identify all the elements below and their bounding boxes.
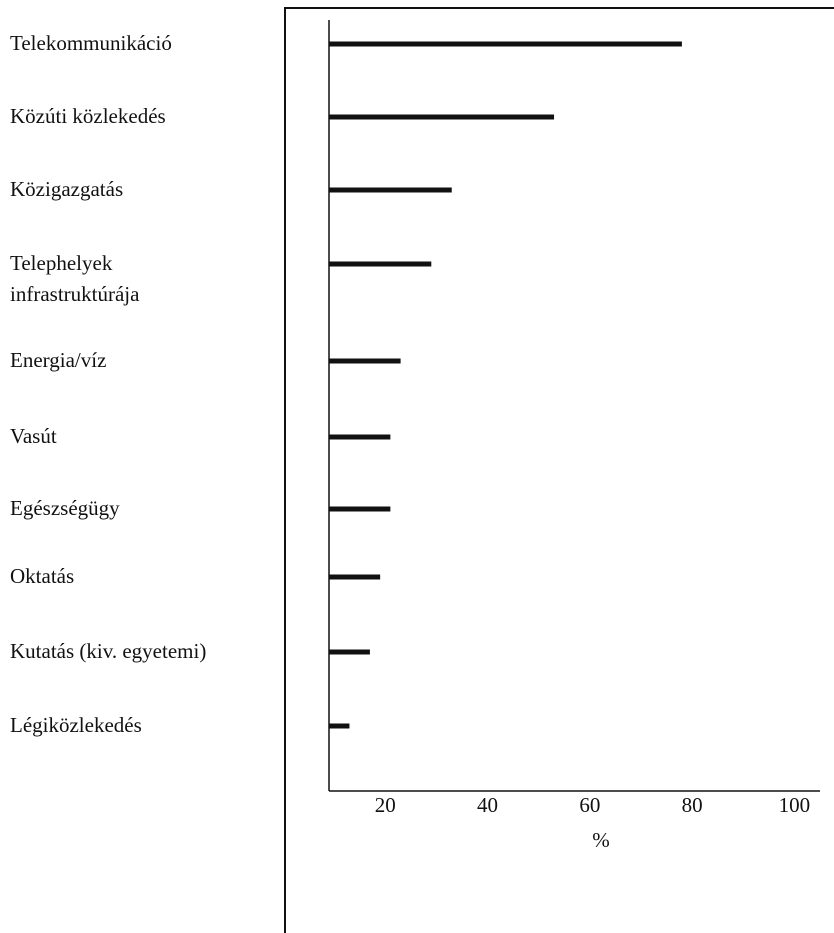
category-label: Kutatás (kiv. egyetemi) xyxy=(10,639,207,663)
bar xyxy=(329,434,391,440)
category-label: Vasút xyxy=(10,424,57,448)
bar xyxy=(329,41,682,47)
category-label: Légiközlekedés xyxy=(10,713,142,737)
bar xyxy=(329,114,555,120)
bar xyxy=(329,261,432,267)
frame xyxy=(284,7,834,933)
bar xyxy=(329,574,381,580)
bar xyxy=(329,187,452,193)
x-tick-label: 40 xyxy=(477,793,498,817)
category-label: Telekommunikáció xyxy=(10,31,172,55)
category-label: Egészségügy xyxy=(10,496,120,520)
bar xyxy=(329,506,391,512)
x-tick-label: 100 xyxy=(779,793,811,817)
x-axis-label: % xyxy=(592,828,610,852)
bar xyxy=(329,358,401,364)
bar xyxy=(329,723,350,729)
x-tick-label: 20 xyxy=(375,793,396,817)
bar xyxy=(329,649,370,655)
x-tick-label: 80 xyxy=(682,793,703,817)
category-label: Oktatás xyxy=(10,564,75,588)
category-label: Közigazgatás xyxy=(10,177,124,201)
category-label: Telephelyek infrastruktúrája xyxy=(10,251,140,306)
category-label: Közúti közlekedés xyxy=(10,104,166,128)
category-label: Energia/víz xyxy=(10,348,107,372)
x-tick-label: 60 xyxy=(579,793,600,817)
